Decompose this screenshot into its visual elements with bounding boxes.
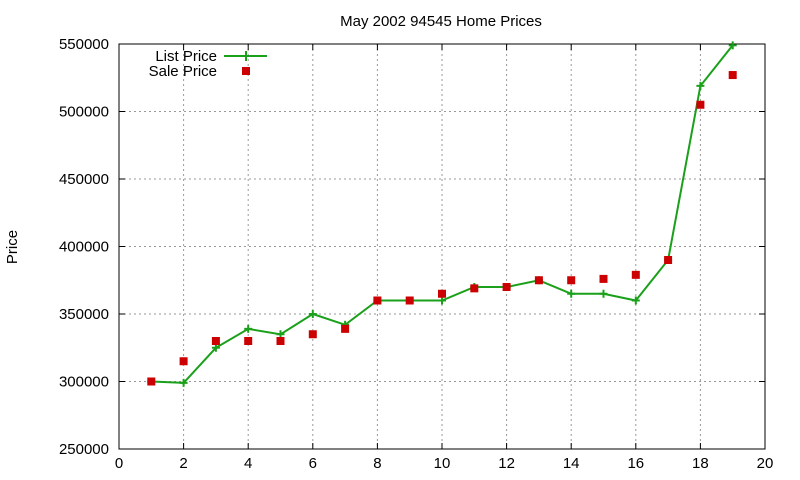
sale-price-marker bbox=[567, 276, 576, 285]
sale-price-marker bbox=[147, 377, 156, 386]
sale-price-marker bbox=[373, 296, 382, 305]
sale-price-marker bbox=[211, 337, 220, 345]
list-price-marker bbox=[567, 289, 576, 298]
y-tick-label: 450000 bbox=[59, 171, 109, 188]
list-price-marker bbox=[438, 296, 446, 305]
sale-price-marker bbox=[599, 274, 608, 283]
sale-price-marker bbox=[631, 270, 640, 279]
x-tick-label: 4 bbox=[244, 455, 252, 472]
list-price-marker bbox=[308, 310, 317, 318]
list-price-marker bbox=[728, 41, 737, 50]
y-tick-label: 350000 bbox=[59, 306, 109, 323]
sale-price-marker bbox=[664, 256, 673, 264]
x-tick-label: 20 bbox=[757, 455, 774, 472]
sale-price-marker bbox=[276, 337, 285, 345]
x-tick-label: 6 bbox=[309, 455, 317, 472]
sale-price-marker bbox=[308, 330, 317, 339]
sale-price-marker bbox=[728, 71, 737, 80]
sale-price-marker bbox=[534, 276, 543, 285]
sale-price-marker bbox=[179, 357, 188, 366]
x-tick-label: 2 bbox=[179, 455, 187, 472]
y-tick-label: 300000 bbox=[59, 374, 109, 391]
chart-title: May 2002 94545 Home Prices bbox=[340, 13, 542, 30]
legend-swatch-list-price bbox=[224, 51, 267, 61]
list-price-marker bbox=[179, 378, 188, 387]
sale-price-marker bbox=[405, 296, 414, 305]
x-tick-label: 16 bbox=[627, 455, 644, 472]
list-price-marker bbox=[599, 289, 608, 298]
y-axis: 250000 300000 350000 400000 450000 500000 5500… bbox=[59, 36, 765, 458]
y-tick-label: 550000 bbox=[59, 36, 109, 53]
x-tick-label: 10 bbox=[434, 455, 451, 472]
y-axis-title: Price bbox=[4, 230, 21, 264]
sale-price-marker bbox=[502, 283, 511, 291]
legend-swatch-sale-price bbox=[242, 67, 250, 75]
list-price-marker bbox=[244, 324, 253, 333]
list-price-marker bbox=[211, 343, 220, 352]
grid bbox=[119, 44, 765, 449]
y-tick-label: 250000 bbox=[59, 441, 109, 458]
series-layer bbox=[147, 41, 737, 387]
sale-price-marker bbox=[341, 324, 350, 333]
sale-price-marker bbox=[438, 289, 446, 298]
sale-price-marker bbox=[696, 100, 705, 109]
x-tick-label: 8 bbox=[373, 455, 381, 472]
legend-label-sale-price: Sale Price bbox=[149, 63, 217, 80]
sale-price-marker bbox=[244, 337, 253, 345]
x-tick-label: 0 bbox=[115, 455, 123, 472]
y-tick-label: 500000 bbox=[59, 104, 109, 121]
list-price-marker bbox=[631, 296, 640, 305]
list-price-marker bbox=[696, 81, 705, 90]
list-price-marker bbox=[276, 330, 285, 339]
x-tick-label: 18 bbox=[692, 455, 709, 472]
legend: List Price Sale Price bbox=[149, 48, 267, 80]
legend-label-list-price: List Price bbox=[155, 48, 217, 65]
x-tick-label: 12 bbox=[498, 455, 515, 472]
y-tick-label: 400000 bbox=[59, 239, 109, 256]
x-axis: 0 2 4 6 8 10 12 14 16 18 20 bbox=[115, 44, 774, 472]
sale-price-marker bbox=[470, 284, 479, 293]
x-tick-label: 14 bbox=[563, 455, 580, 472]
